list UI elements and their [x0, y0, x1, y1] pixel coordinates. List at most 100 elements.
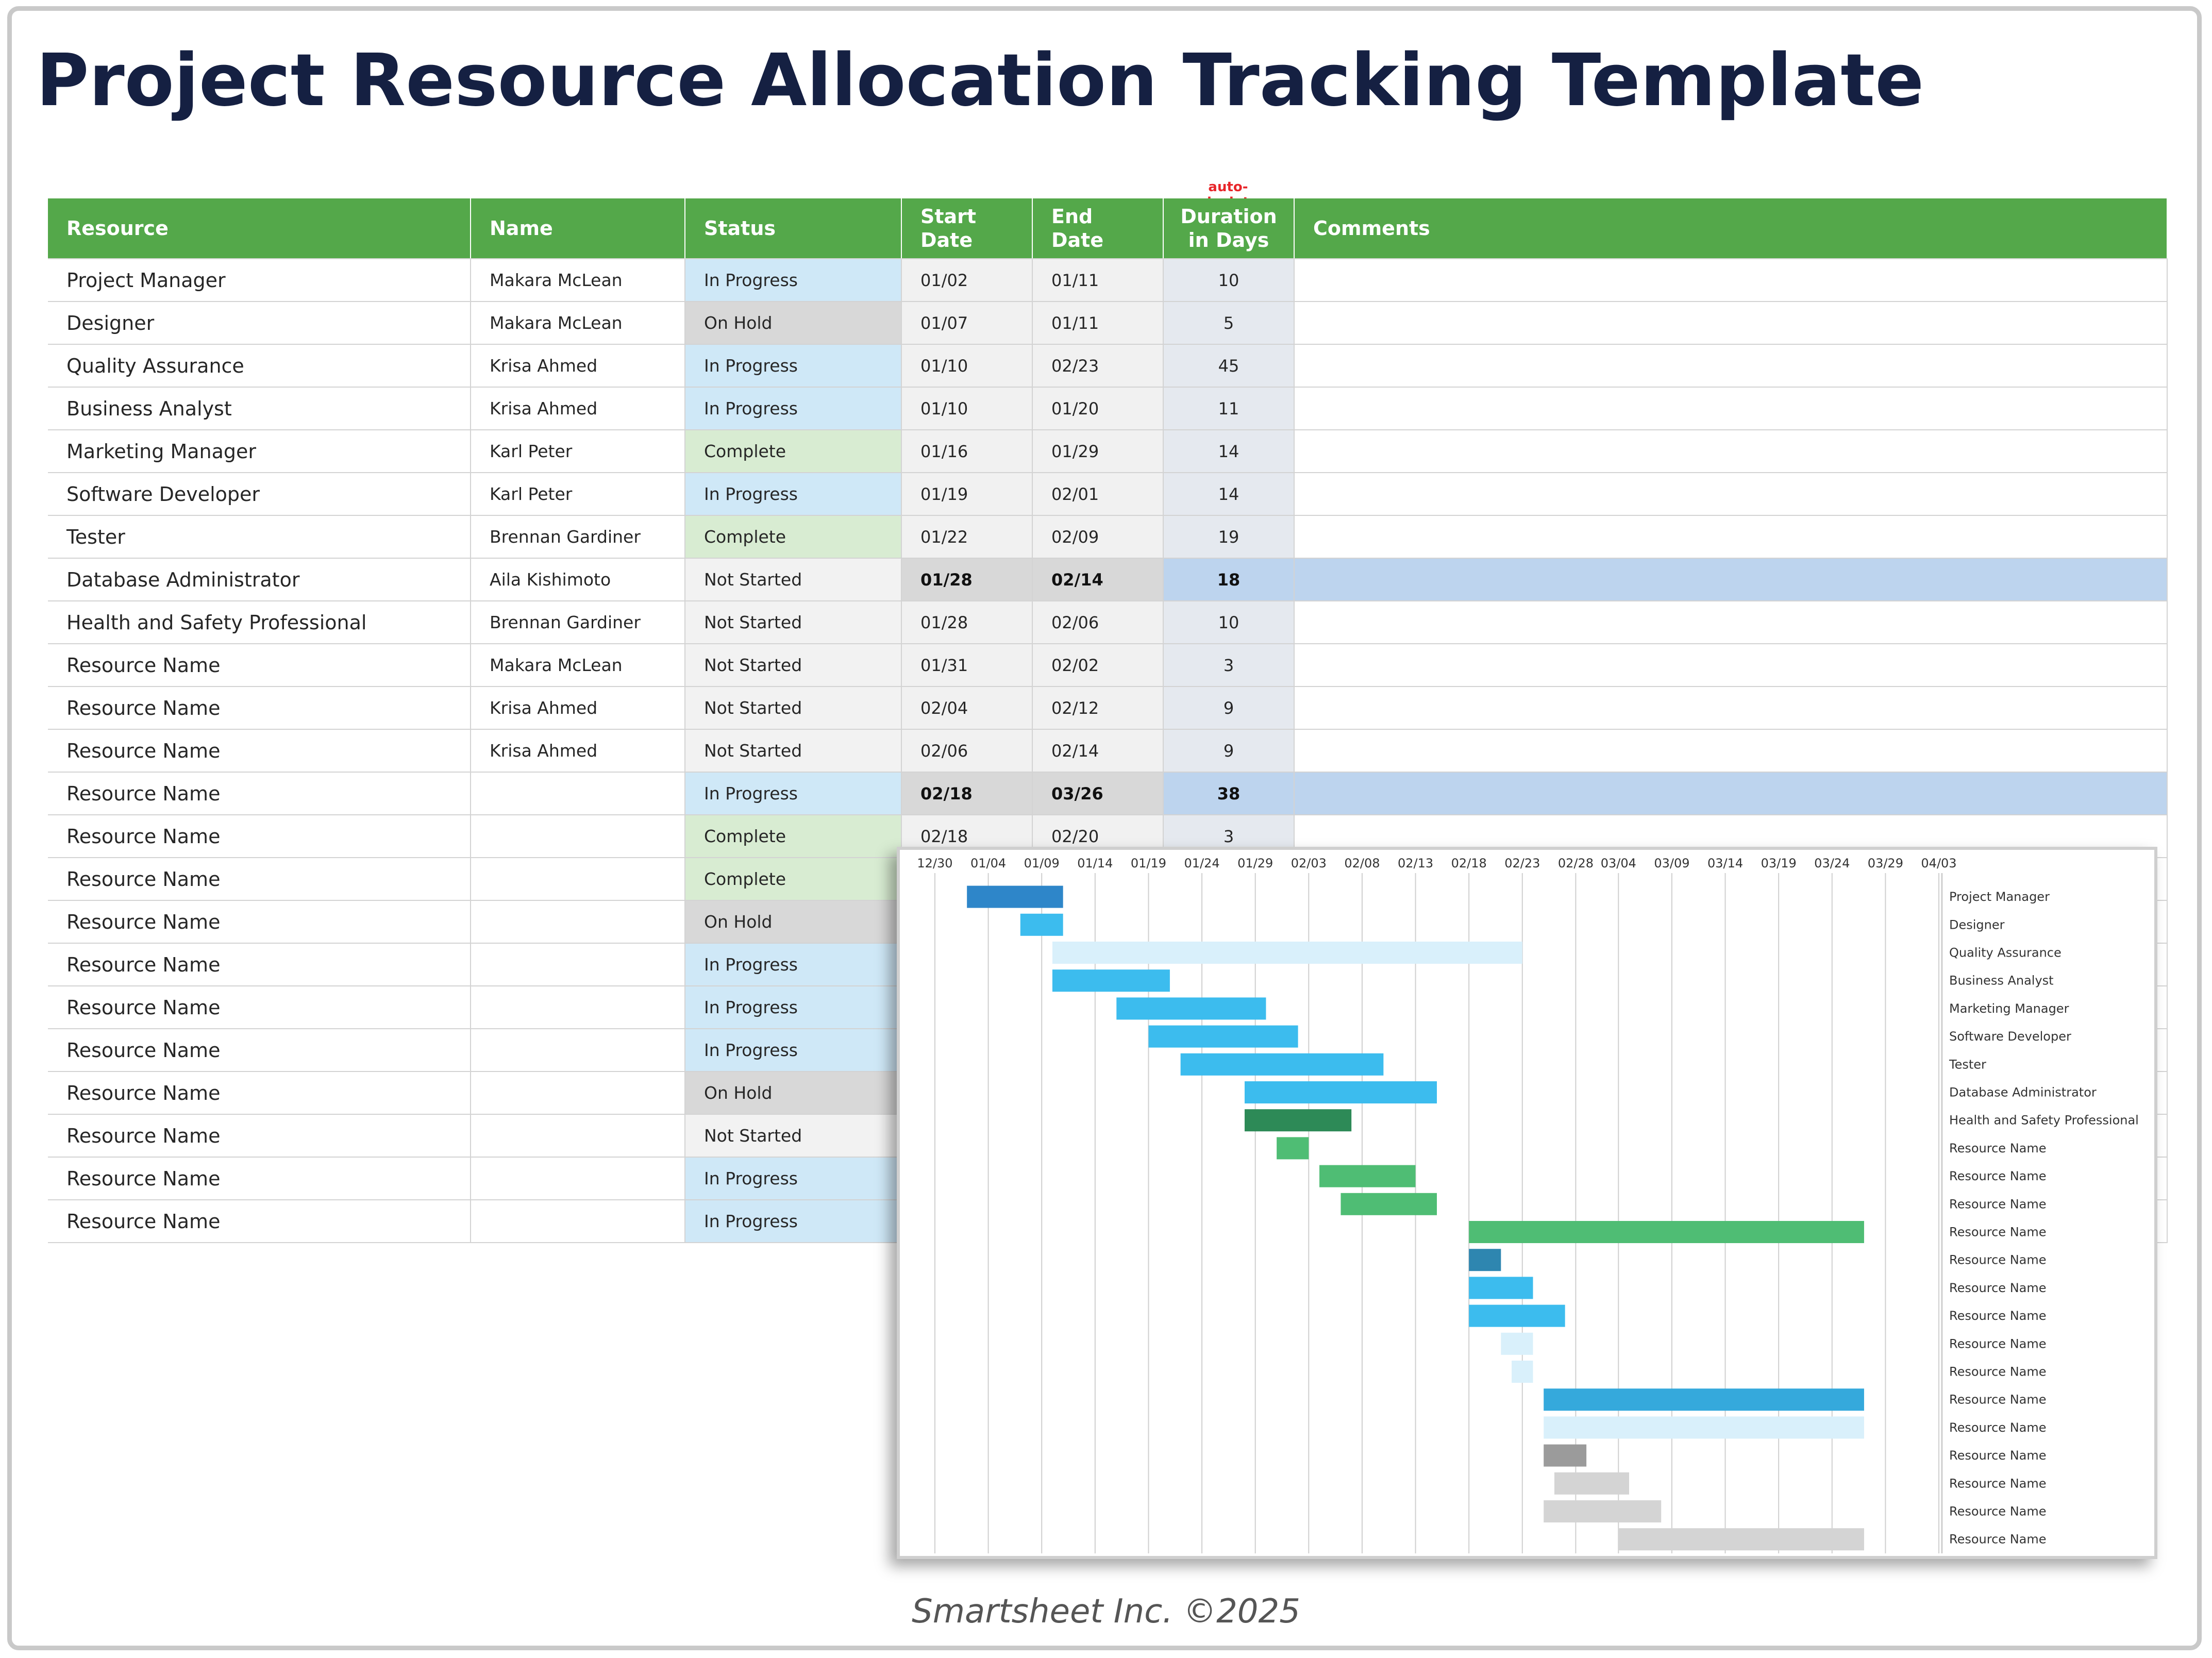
gantt-bar[interactable]	[1469, 1277, 1533, 1299]
cell-end-date[interactable]: 01/20	[1032, 387, 1164, 430]
cell-start-date[interactable]: 01/10	[901, 387, 1033, 430]
cell-duration[interactable]: 3	[1163, 644, 1295, 687]
cell-resource[interactable]: Database Administrator	[48, 558, 471, 601]
cell-duration[interactable]: 38	[1163, 772, 1295, 815]
cell-name[interactable]: Krisa Ahmed	[471, 686, 685, 730]
gantt-bar[interactable]	[1116, 997, 1266, 1020]
cell-name[interactable]	[471, 1200, 685, 1243]
cell-status[interactable]: Not Started	[685, 601, 902, 644]
cell-end-date[interactable]: 02/12	[1032, 686, 1164, 730]
gantt-chart[interactable]: 12/30 01/04 01/09 01/14 01/19 01/24 01/29 02/03…	[897, 847, 2157, 1559]
cell-name[interactable]: Krisa Ahmed	[471, 729, 685, 773]
cell-resource[interactable]: Resource Name	[48, 772, 471, 815]
cell-name[interactable]: Krisa Ahmed	[471, 344, 685, 388]
cell-status[interactable]: In Progress	[685, 1200, 902, 1243]
cell-status[interactable]: On Hold	[685, 1071, 902, 1115]
cell-resource[interactable]: Quality Assurance	[48, 344, 471, 388]
header-duration[interactable]: Duration in Days	[1163, 198, 1295, 259]
cell-status[interactable]: In Progress	[685, 1029, 902, 1072]
cell-end-date[interactable]: 02/02	[1032, 644, 1164, 687]
cell-name[interactable]: Aila Kishimoto	[471, 558, 685, 601]
cell-end-date[interactable]: 03/26	[1032, 772, 1164, 815]
cell-name[interactable]	[471, 943, 685, 986]
cell-resource[interactable]: Resource Name	[48, 858, 471, 901]
cell-start-date[interactable]: 01/22	[901, 515, 1033, 559]
gantt-bar[interactable]	[967, 885, 1063, 908]
gantt-bar[interactable]	[1052, 969, 1170, 992]
header-resource[interactable]: Resource	[48, 198, 471, 259]
cell-status[interactable]: Complete	[685, 815, 902, 858]
header-comments[interactable]: Comments	[1294, 198, 2168, 259]
cell-name[interactable]	[471, 900, 685, 944]
cell-name[interactable]	[471, 1114, 685, 1158]
cell-start-date[interactable]: 01/07	[901, 302, 1033, 345]
cell-comments[interactable]	[1294, 515, 2168, 559]
gantt-bar[interactable]	[1052, 942, 1522, 964]
cell-name[interactable]: Makara McLean	[471, 259, 685, 302]
cell-comments[interactable]	[1294, 473, 2168, 516]
cell-resource[interactable]: Resource Name	[48, 1071, 471, 1115]
cell-status[interactable]: Not Started	[685, 644, 902, 687]
cell-resource[interactable]: Project Manager	[48, 259, 471, 302]
cell-resource[interactable]: Business Analyst	[48, 387, 471, 430]
cell-comments[interactable]	[1294, 644, 2168, 687]
cell-status[interactable]: In Progress	[685, 1157, 902, 1200]
cell-comments[interactable]	[1294, 558, 2168, 601]
cell-end-date[interactable]: 01/29	[1032, 430, 1164, 473]
cell-duration[interactable]: 10	[1163, 601, 1295, 644]
gantt-bar[interactable]	[1544, 1388, 1864, 1411]
cell-status[interactable]: Not Started	[685, 1114, 902, 1158]
cell-start-date[interactable]: 01/10	[901, 344, 1033, 388]
gantt-bar[interactable]	[1469, 1249, 1501, 1271]
cell-comments[interactable]	[1294, 302, 2168, 345]
cell-resource[interactable]: Marketing Manager	[48, 430, 471, 473]
cell-name[interactable]	[471, 986, 685, 1029]
cell-status[interactable]: In Progress	[685, 986, 902, 1029]
cell-start-date[interactable]: 01/02	[901, 259, 1033, 302]
cell-comments[interactable]	[1294, 430, 2168, 473]
cell-duration[interactable]: 19	[1163, 515, 1295, 559]
cell-resource[interactable]: Tester	[48, 515, 471, 559]
cell-end-date[interactable]: 02/14	[1032, 558, 1164, 601]
cell-end-date[interactable]: 02/09	[1032, 515, 1164, 559]
cell-status[interactable]: In Progress	[685, 943, 902, 986]
cell-resource[interactable]: Resource Name	[48, 815, 471, 858]
cell-end-date[interactable]: 02/06	[1032, 601, 1164, 644]
cell-name[interactable]	[471, 815, 685, 858]
header-name[interactable]: Name	[471, 198, 685, 259]
cell-resource[interactable]: Resource Name	[48, 900, 471, 944]
cell-name[interactable]	[471, 772, 685, 815]
gantt-bar[interactable]	[1554, 1472, 1630, 1495]
cell-name[interactable]: Makara McLean	[471, 644, 685, 687]
gantt-bar[interactable]	[1244, 1081, 1437, 1103]
gantt-bar[interactable]	[1512, 1361, 1533, 1383]
cell-resource[interactable]: Software Developer	[48, 473, 471, 516]
cell-name[interactable]: Krisa Ahmed	[471, 387, 685, 430]
header-start-date[interactable]: Start Date	[901, 198, 1033, 259]
cell-status[interactable]: On Hold	[685, 900, 902, 944]
gantt-bar[interactable]	[1180, 1053, 1384, 1076]
cell-end-date[interactable]: 02/01	[1032, 473, 1164, 516]
cell-duration[interactable]: 11	[1163, 387, 1295, 430]
cell-start-date[interactable]: 01/16	[901, 430, 1033, 473]
cell-name[interactable]: Makara McLean	[471, 302, 685, 345]
cell-start-date[interactable]: 01/28	[901, 558, 1033, 601]
cell-status[interactable]: In Progress	[685, 387, 902, 430]
cell-comments[interactable]	[1294, 344, 2168, 388]
cell-resource[interactable]: Resource Name	[48, 1114, 471, 1158]
gantt-bar[interactable]	[1340, 1193, 1437, 1215]
cell-duration[interactable]: 10	[1163, 259, 1295, 302]
cell-duration[interactable]: 14	[1163, 473, 1295, 516]
cell-status[interactable]: On Hold	[685, 302, 902, 345]
cell-name[interactable]	[471, 1071, 685, 1115]
gantt-bar[interactable]	[1501, 1332, 1533, 1355]
cell-status[interactable]: Not Started	[685, 729, 902, 773]
gantt-bar[interactable]	[1544, 1416, 1864, 1439]
gantt-bar[interactable]	[1469, 1221, 1864, 1243]
gantt-bar[interactable]	[1469, 1304, 1565, 1327]
cell-status[interactable]: Not Started	[685, 558, 902, 601]
cell-start-date[interactable]: 01/31	[901, 644, 1033, 687]
cell-status[interactable]: Complete	[685, 515, 902, 559]
cell-start-date[interactable]: 02/06	[901, 729, 1033, 773]
cell-name[interactable]: Karl Peter	[471, 473, 685, 516]
